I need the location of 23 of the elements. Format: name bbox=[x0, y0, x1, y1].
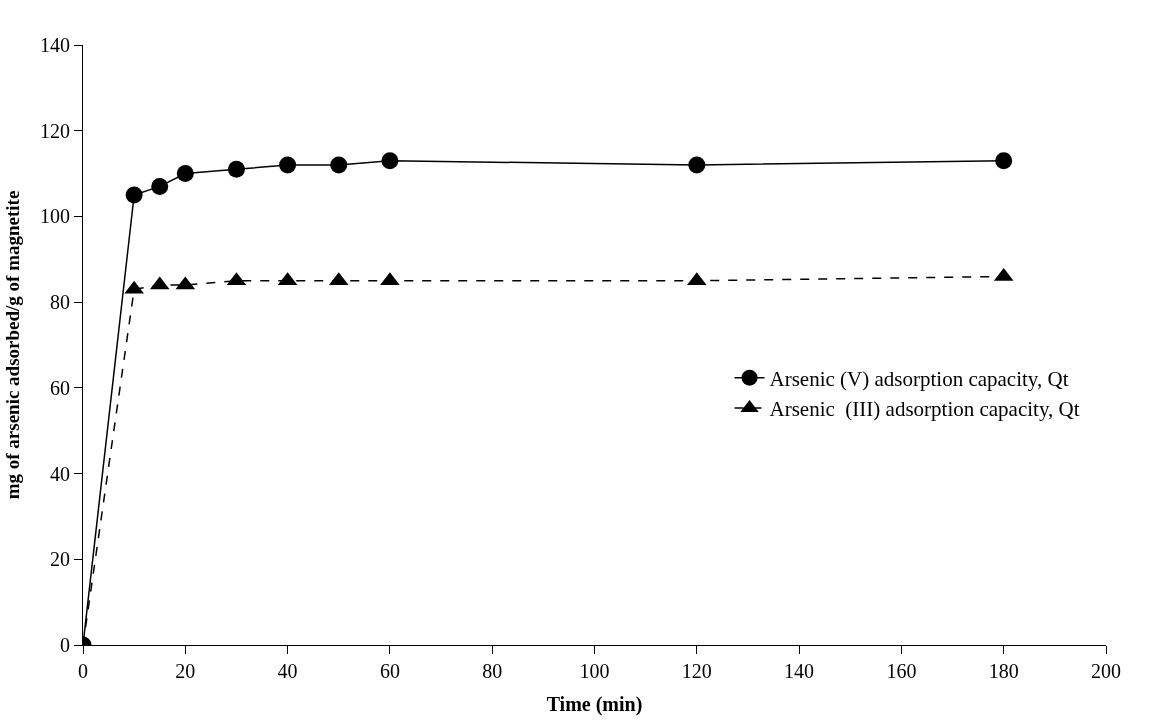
y-tick-label: 100 bbox=[40, 205, 70, 228]
y-tick-label: 120 bbox=[40, 119, 70, 142]
y-tick-label: 60 bbox=[50, 376, 70, 399]
x-tick-label: 160 bbox=[886, 660, 917, 682]
y-tick-label: 20 bbox=[50, 548, 70, 571]
y-tick-label: 80 bbox=[50, 291, 70, 314]
y-tick-label: 0 bbox=[60, 634, 70, 656]
x-tick-label: 80 bbox=[482, 660, 503, 682]
x-tick-label: 200 bbox=[1091, 660, 1121, 682]
x-tick-label: 180 bbox=[988, 660, 1019, 682]
x-tick-label: 40 bbox=[277, 660, 298, 682]
y-axis-title: mg of arsenic adsorbed/g of magnetite bbox=[1, 190, 23, 500]
x-tick-label: 60 bbox=[379, 660, 400, 682]
y-tick-label: 40 bbox=[50, 462, 70, 485]
y-tick-label: 140 bbox=[40, 34, 70, 56]
x-tick-label: 100 bbox=[579, 660, 610, 682]
x-tick-label: 120 bbox=[681, 660, 712, 682]
legend-label: Arsenic (III) adsorption capacity, Qt bbox=[769, 397, 1080, 422]
x-tick-label: 140 bbox=[784, 660, 815, 682]
legend-label: Arsenic (V) adsorption capacity, Qt bbox=[769, 366, 1069, 391]
x-axis-title: Time (min) bbox=[546, 692, 643, 716]
x-tick-label: 20 bbox=[175, 660, 196, 682]
x-tick-label: 0 bbox=[78, 660, 88, 682]
